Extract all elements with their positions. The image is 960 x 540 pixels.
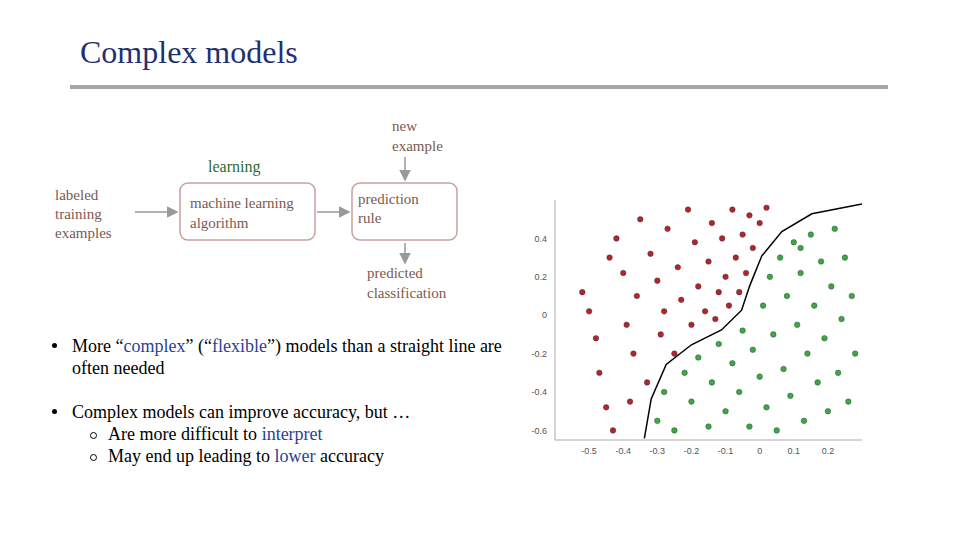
svg-text:prediction: prediction	[358, 191, 419, 207]
html-text:More “ complex ” (“ flexible ”: More “ complex ” (“ flexible ”) models t…	[72, 336, 502, 378]
svg-text:-0.4: -0.4	[531, 387, 547, 397]
svg-text:0.1: 0.1	[788, 446, 801, 456]
svg-text:examples: examples	[55, 225, 112, 241]
svg-text:-0.2: -0.2	[684, 446, 700, 456]
svg-text:-0.3: -0.3	[650, 446, 666, 456]
svg-text:rule: rule	[358, 210, 382, 226]
svg-text:0.4: 0.4	[534, 234, 547, 244]
svg-text:-0.2: -0.2	[531, 349, 547, 359]
svg-text:0.2: 0.2	[534, 272, 547, 282]
html-text:Complex models: Complex models	[80, 34, 298, 70]
svg-text:training: training	[55, 206, 102, 222]
html-text:Complex models can improve acc: Complex models can improve accuracy, but…	[72, 402, 411, 422]
svg-text:0.2: 0.2	[822, 446, 835, 456]
svg-text:-0.6: -0.6	[531, 426, 547, 436]
html-text:May end up leading to lower ac: May end up leading to lower accuracy	[108, 446, 384, 466]
svg-text:-0.5: -0.5	[581, 446, 597, 456]
svg-text:-0.4: -0.4	[615, 446, 631, 456]
svg-text:0: 0	[757, 446, 762, 456]
html-text:Are more difficult to interpre: Are more difficult to interpret	[108, 424, 323, 444]
svg-text:new: new	[392, 118, 417, 134]
svg-text:predicted: predicted	[367, 265, 423, 281]
svg-text:example: example	[392, 138, 443, 154]
svg-text:-0.1: -0.1	[718, 446, 734, 456]
svg-text:algorithm: algorithm	[190, 215, 249, 231]
svg-text:classification: classification	[367, 285, 447, 301]
svg-text:0: 0	[542, 310, 547, 320]
svg-text:learning: learning	[208, 158, 260, 176]
svg-text:machine learning: machine learning	[190, 195, 294, 211]
svg-text:labeled: labeled	[55, 187, 99, 203]
